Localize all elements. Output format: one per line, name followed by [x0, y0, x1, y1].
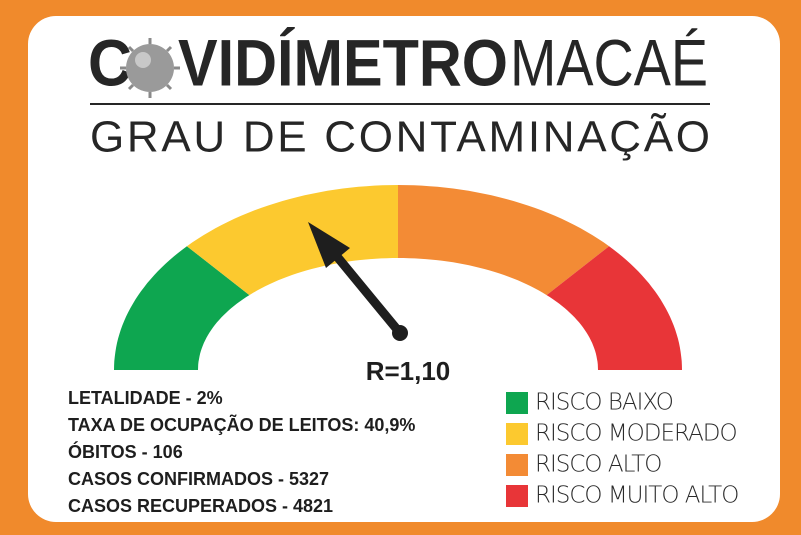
legend-label: RISCO MUITO ALTO: [535, 483, 738, 509]
legend-label: RISCO ALTO: [535, 452, 661, 478]
stat-line: CASOS CONFIRMADOS - 5327: [68, 469, 329, 489]
stat-line: LETALIDADE - 2%: [68, 388, 223, 408]
title-part: C: [88, 25, 132, 99]
stat-line: ÓBITOS - 106: [68, 441, 183, 462]
legend-swatch: [506, 454, 528, 476]
legend-swatch: [506, 485, 528, 507]
gauge-sector: [114, 246, 250, 370]
stat-line: CASOS RECUPERADOS - 4821: [68, 496, 333, 516]
subtitle: GRAU DE CONTAMINAÇÃO: [90, 112, 710, 162]
title-city: MACAÉ: [510, 25, 708, 99]
gauge-reading: R=1,10: [366, 356, 451, 386]
legend-label: RISCO MODERADO: [535, 421, 737, 447]
stat-line: TAXA DE OCUPAÇÃO DE LEITOS: 40,9%: [68, 414, 415, 435]
needle: [308, 222, 408, 341]
title-part: VIDÍMETRO: [178, 25, 508, 99]
gauge-sector: [186, 185, 398, 296]
gauge: [114, 185, 682, 370]
legend-swatch: [506, 392, 528, 414]
panel: [28, 16, 780, 522]
virus-icon: [120, 38, 180, 98]
legend-label: RISCO BAIXO: [535, 390, 673, 416]
legend-swatch: [506, 423, 528, 445]
gauge-sector: [398, 185, 610, 296]
gauge-sector: [546, 246, 682, 370]
